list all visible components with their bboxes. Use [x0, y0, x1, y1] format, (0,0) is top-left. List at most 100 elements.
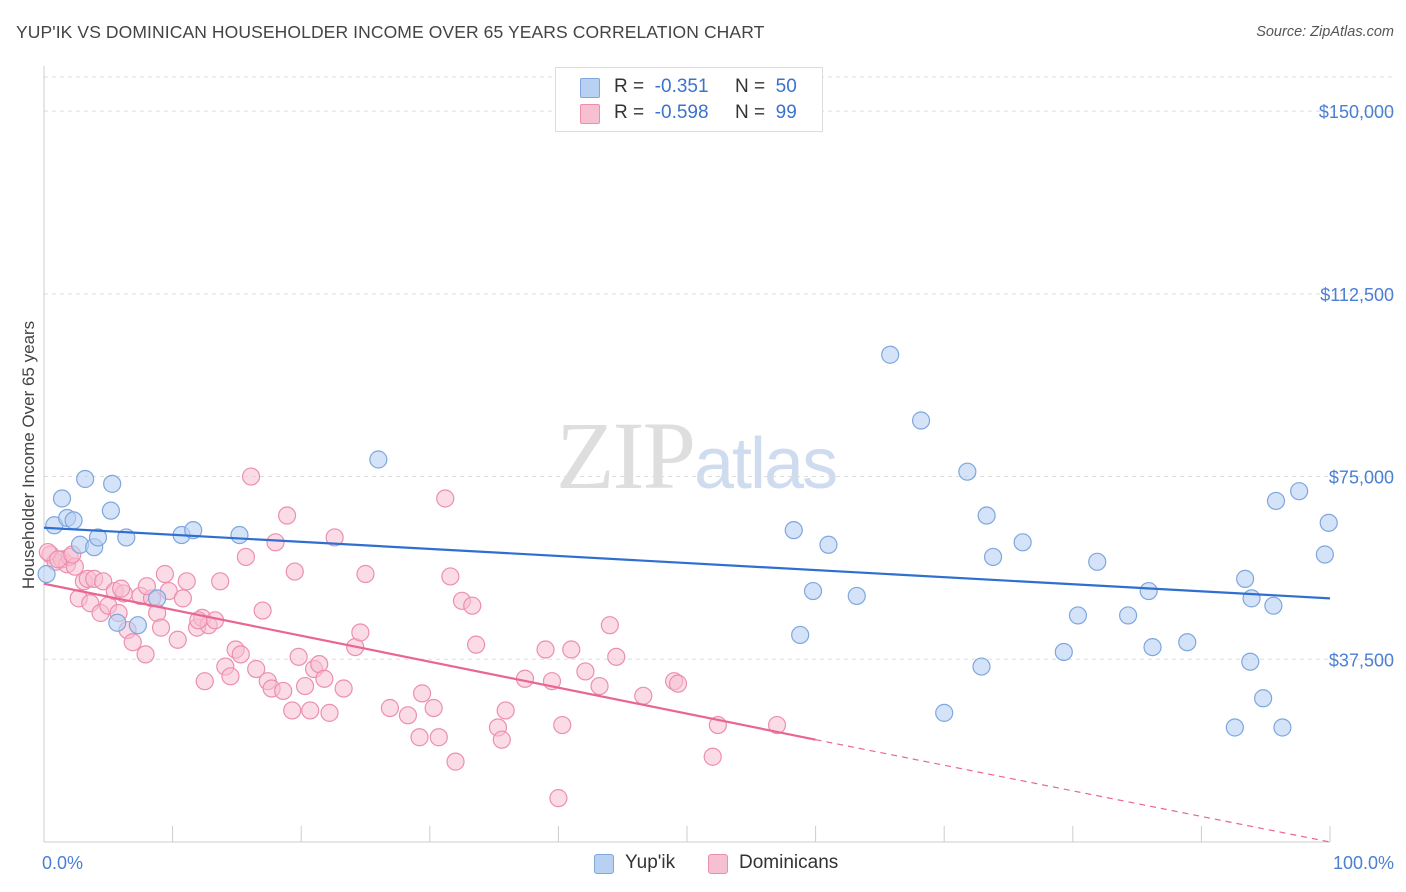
dominicans-point — [123, 633, 142, 652]
legend-n-label: N = — [734, 102, 766, 123]
yupik-point — [1319, 513, 1338, 532]
dominicans-point — [253, 601, 272, 620]
y-tick-label: $150,000 — [1319, 102, 1394, 122]
y-tick-label: $112,500 — [1320, 285, 1394, 305]
dominicans-trend-line — [43, 582, 816, 741]
yupik-legend-label: Yup'ik — [625, 852, 676, 873]
dominicans-point — [767, 715, 787, 735]
dominicans-legend-label: Dominicans — [739, 852, 839, 873]
yupik-point — [88, 528, 108, 547]
dominicans-points — [38, 467, 787, 808]
gridlines — [44, 76, 1394, 660]
legend-r-value: -0.598 — [654, 102, 709, 123]
yupik-point — [369, 450, 388, 469]
dominicans-point — [285, 562, 304, 581]
yupik-point — [1068, 606, 1088, 625]
trend-lines — [43, 526, 1331, 843]
yupik-point — [1254, 689, 1273, 708]
dominicans-point — [155, 564, 174, 584]
dominicans-point — [436, 489, 455, 508]
y-tick-label: $75,000 — [1329, 468, 1394, 488]
dominicans-point — [247, 659, 266, 679]
dominicans-point — [703, 747, 722, 766]
dominicans-point — [173, 589, 192, 608]
dominicans-point — [221, 667, 240, 686]
correlation-legend: R = -0.351 N = 50 R = -0.598 N = 99 — [555, 67, 823, 132]
chart-title: YUP'IK VS DOMINICAN HOUSEHOLDER INCOME O… — [16, 22, 765, 42]
dominicans-point — [320, 703, 339, 722]
dominicans-point — [441, 567, 460, 586]
dominicans-point — [277, 506, 297, 525]
y-axis-label: Householder Income Over 65 years — [19, 321, 38, 589]
dominicans-point — [562, 640, 581, 659]
dominicans-point — [236, 547, 256, 567]
yupik-point — [972, 657, 991, 676]
dominicans-point — [231, 645, 250, 664]
yupik-point — [1178, 633, 1197, 652]
yupik-point — [803, 581, 823, 601]
yupik-point — [37, 564, 56, 584]
dominicans-swatch — [580, 104, 600, 124]
dominicans-point — [398, 706, 418, 725]
x-tick-label-max: 100.0% — [1333, 853, 1394, 873]
yupik-point — [881, 345, 900, 364]
yupik-point — [108, 613, 127, 632]
yupik-point — [1118, 606, 1138, 625]
yupik-point — [977, 506, 996, 525]
y-tick-label: $37,500 — [1329, 650, 1394, 670]
yupik-point — [1266, 491, 1286, 511]
dominicans-point — [177, 572, 196, 591]
legend-r-label: R = — [614, 102, 645, 123]
yupik-point — [1264, 596, 1283, 615]
legend-n-label: N = — [734, 76, 766, 97]
yupik-point — [76, 469, 95, 489]
legend-n-value: 50 — [775, 76, 797, 97]
yupik-point — [847, 586, 866, 606]
dominicans-point — [496, 701, 515, 720]
yupik-legend-swatch — [594, 854, 614, 874]
yupik-point — [1236, 569, 1255, 588]
legend-r-label: R = — [614, 76, 645, 97]
watermark-atlas: atlas — [694, 424, 838, 504]
dominicans-point — [410, 728, 429, 747]
yupik-point — [935, 703, 954, 722]
dominicans-point — [289, 647, 308, 666]
yupik-points — [37, 345, 1338, 737]
yupik-point — [1139, 581, 1158, 601]
dominicans-point — [94, 572, 113, 591]
yupik-point — [101, 501, 120, 520]
yupik-point — [1143, 637, 1162, 657]
dominicans-point — [668, 674, 688, 693]
dominicans-point — [536, 640, 555, 659]
dominicans-point — [356, 564, 375, 584]
dominicans-point — [151, 618, 171, 637]
dominicans-point — [136, 645, 155, 664]
yupik-point — [983, 547, 1003, 567]
dominicans-point — [241, 467, 261, 486]
yupik-trend-line — [43, 526, 1331, 600]
yupik-point — [230, 525, 249, 545]
yupik-point — [911, 411, 931, 430]
yupik-point — [1013, 533, 1032, 552]
dominicans-point — [466, 635, 486, 654]
dominicans-point — [429, 728, 448, 747]
dominicans-point — [424, 698, 443, 718]
yupik-point — [819, 535, 838, 554]
yupik-point — [184, 521, 203, 540]
watermark: ZIPatlas — [556, 400, 838, 511]
yupik-point — [1054, 642, 1073, 662]
yupik-point — [791, 625, 810, 645]
yupik-point — [1241, 652, 1260, 671]
yupik-point — [103, 474, 122, 493]
yupik-swatch — [580, 78, 600, 98]
dominicans-point — [590, 676, 609, 696]
dominicans-point — [463, 596, 482, 615]
watermark-zip: ZIP — [556, 402, 696, 509]
dominicans-point — [283, 701, 302, 720]
yupik-point — [1242, 589, 1261, 608]
dominicans-point — [412, 684, 432, 703]
dominicans-point — [492, 730, 511, 749]
yupik-point — [52, 489, 72, 508]
yupik-point — [1273, 718, 1292, 737]
